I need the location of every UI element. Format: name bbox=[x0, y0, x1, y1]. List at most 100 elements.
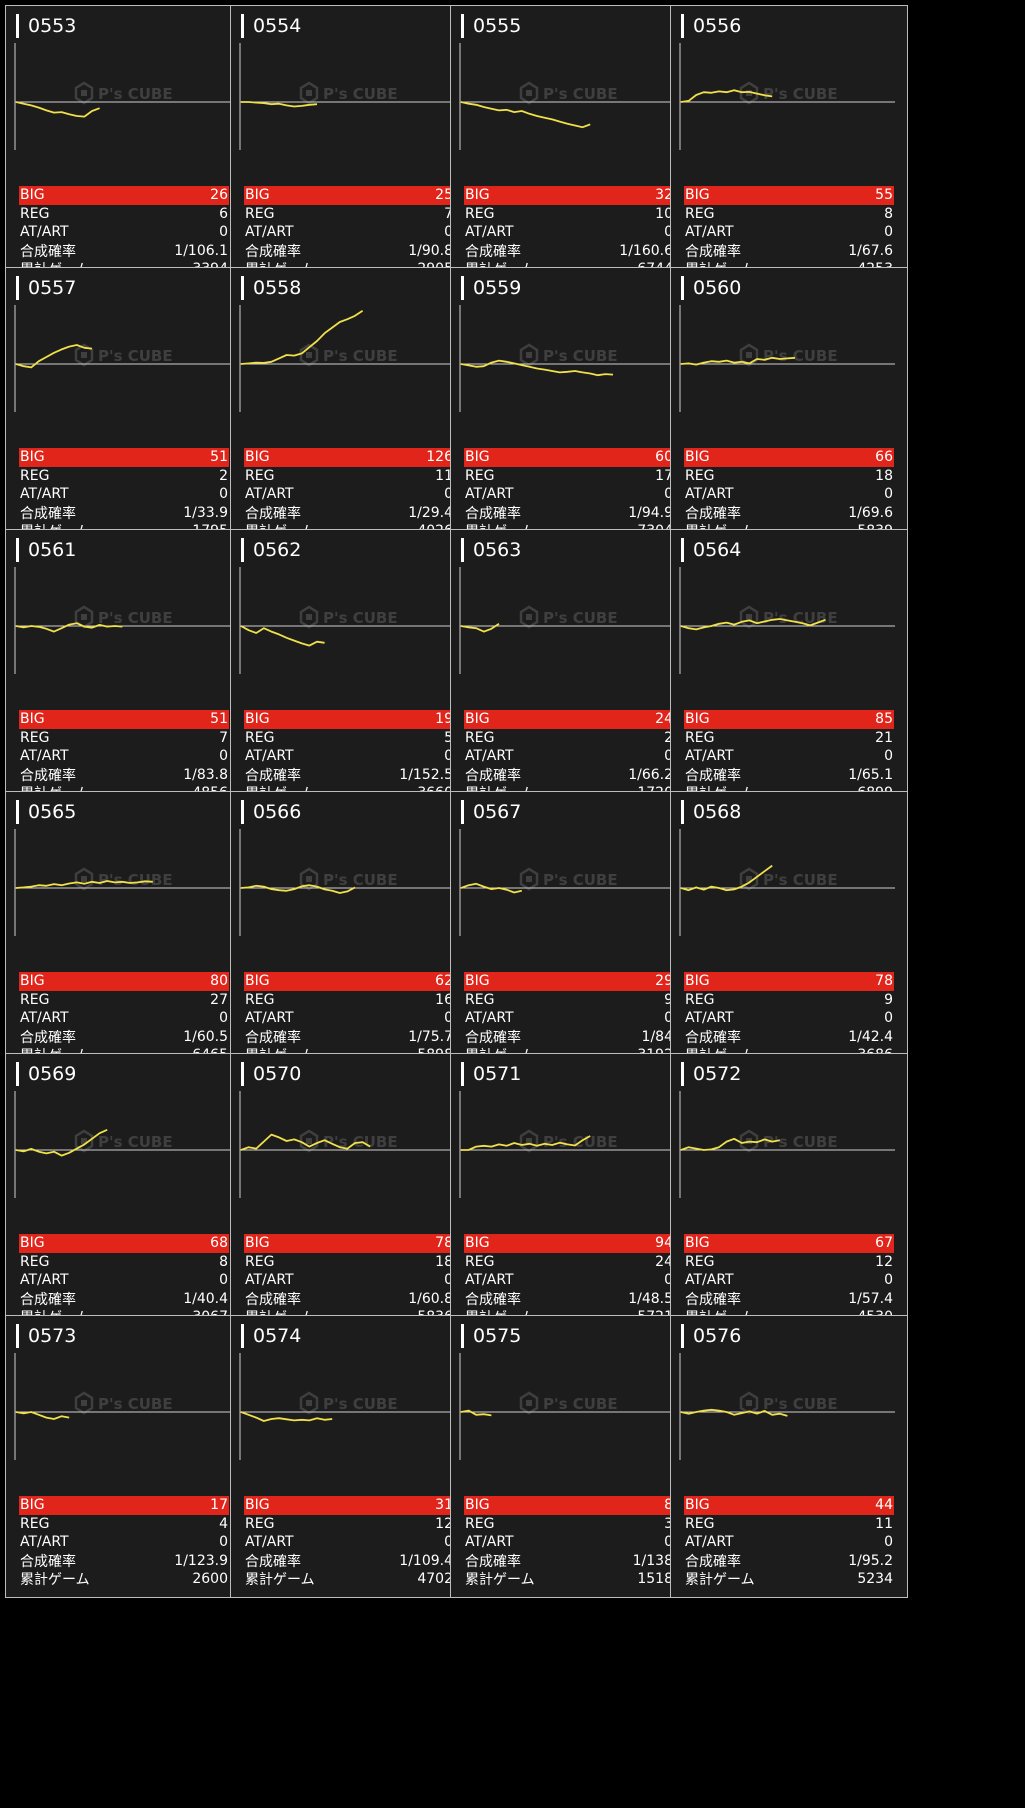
at-row: AT/ART 0 bbox=[19, 747, 229, 766]
machine-card[interactable]: 0553 P's CUBE BIG 26 REG 6 AT/ART 0 bbox=[5, 5, 243, 288]
reg-row: REG 24 bbox=[464, 1253, 674, 1272]
trend-chart: P's CUBE bbox=[459, 305, 675, 412]
machine-card[interactable]: 0570 P's CUBE BIG 78 REG 18 AT/ART 0 bbox=[230, 1053, 468, 1336]
at-label: AT/ART bbox=[245, 224, 294, 241]
big-label: BIG bbox=[465, 187, 490, 204]
machine-card[interactable]: 0566 P's CUBE BIG 62 REG 16 AT/ART 0 bbox=[230, 791, 468, 1074]
rate-row: 合成確率 1/42.4 bbox=[684, 1028, 894, 1047]
machine-card[interactable]: 0576 P's CUBE BIG 44 REG 11 AT/ART 0 bbox=[670, 1315, 908, 1598]
trend-chart: P's CUBE bbox=[14, 1353, 230, 1460]
games-row: 累計ゲーム 4702 bbox=[244, 1570, 454, 1589]
machine-card[interactable]: 0558 P's CUBE BIG 126 REG 11 AT/ART 0 bbox=[230, 267, 468, 550]
machine-card[interactable]: 0560 P's CUBE BIG 66 REG 18 AT/ART 0 bbox=[670, 267, 908, 550]
at-label: AT/ART bbox=[245, 1272, 294, 1289]
cube-logo-icon bbox=[74, 81, 94, 105]
rate-label: 合成確率 bbox=[245, 1553, 301, 1570]
reg-count: 27 bbox=[210, 991, 228, 1008]
at-label: AT/ART bbox=[685, 748, 734, 765]
big-label: BIG bbox=[465, 711, 490, 728]
big-row: BIG 26 bbox=[19, 186, 229, 205]
stats-table: BIG 60 REG 17 AT/ART 0 合成確率 1/94.9 累計ゲーム… bbox=[464, 448, 674, 541]
machine-card[interactable]: 0568 P's CUBE BIG 78 REG 9 AT/ART 0 bbox=[670, 791, 908, 1074]
rate-row: 合成確率 1/123.9 bbox=[19, 1552, 229, 1571]
reg-row: REG 9 bbox=[684, 991, 894, 1010]
big-row: BIG 80 bbox=[19, 972, 229, 991]
machine-card[interactable]: 0561 P's CUBE BIG 51 REG 7 AT/ART 0 bbox=[5, 529, 243, 812]
machine-card[interactable]: 0567 P's CUBE BIG 29 REG 9 AT/ART 0 bbox=[450, 791, 688, 1074]
big-label: BIG bbox=[20, 1235, 45, 1252]
watermark-text: P's CUBE bbox=[98, 609, 173, 627]
big-row: BIG 78 bbox=[684, 972, 894, 991]
big-count: 8 bbox=[664, 1497, 673, 1514]
reg-row: REG 11 bbox=[684, 1515, 894, 1534]
cube-logo-icon bbox=[74, 1129, 94, 1153]
at-row: AT/ART 0 bbox=[244, 1009, 454, 1028]
big-label: BIG bbox=[245, 187, 270, 204]
watermark-text: P's CUBE bbox=[323, 871, 398, 889]
big-row: BIG 78 bbox=[244, 1234, 454, 1253]
games-count: 2600 bbox=[192, 1571, 228, 1588]
trend-line bbox=[15, 880, 153, 889]
at-row: AT/ART 0 bbox=[684, 485, 894, 504]
at-row: AT/ART 0 bbox=[684, 1533, 894, 1552]
watermark-text: P's CUBE bbox=[763, 1133, 838, 1151]
stats-table: BIG 80 REG 27 AT/ART 0 合成確率 1/60.5 累計ゲーム… bbox=[19, 972, 229, 1065]
games-label: 累計ゲーム bbox=[465, 1572, 535, 1589]
rate-label: 合成確率 bbox=[20, 1029, 76, 1046]
trend-line bbox=[240, 625, 325, 647]
machine-card[interactable]: 0565 P's CUBE BIG 80 REG 27 AT/ART 0 bbox=[5, 791, 243, 1074]
machine-card[interactable]: 0555 P's CUBE BIG 32 REG 10 AT/ART 0 bbox=[450, 5, 688, 288]
machine-card[interactable]: 0572 P's CUBE BIG 67 REG 12 AT/ART 0 bbox=[670, 1053, 908, 1336]
trend-line bbox=[240, 884, 356, 894]
big-count: 32 bbox=[655, 187, 673, 204]
at-row: AT/ART 0 bbox=[684, 223, 894, 242]
big-row: BIG 85 bbox=[684, 710, 894, 729]
rate-value: 1/160.6 bbox=[619, 242, 673, 259]
rate-label: 合成確率 bbox=[685, 1291, 741, 1308]
reg-label: REG bbox=[465, 991, 495, 1008]
stats-table: BIG 51 REG 7 AT/ART 0 合成確率 1/83.8 累計ゲーム … bbox=[19, 710, 229, 803]
reg-row: REG 18 bbox=[244, 1253, 454, 1272]
rate-value: 1/42.4 bbox=[848, 1028, 893, 1045]
trend-chart: P's CUBE bbox=[239, 1091, 455, 1198]
reg-label: REG bbox=[20, 467, 50, 484]
big-count: 55 bbox=[875, 187, 893, 204]
reg-count: 9 bbox=[664, 991, 673, 1008]
watermark-text: P's CUBE bbox=[763, 609, 838, 627]
reg-row: REG 7 bbox=[244, 205, 454, 224]
at-label: AT/ART bbox=[465, 224, 514, 241]
reg-row: REG 9 bbox=[464, 991, 674, 1010]
machine-card[interactable]: 0574 P's CUBE BIG 31 REG 12 AT/ART 0 bbox=[230, 1315, 468, 1598]
big-row: BIG 60 bbox=[464, 448, 674, 467]
games-count: 4702 bbox=[417, 1571, 453, 1588]
rate-value: 1/106.1 bbox=[174, 242, 228, 259]
machine-number: 0571 bbox=[461, 1062, 521, 1086]
reg-count: 17 bbox=[655, 467, 673, 484]
machine-card[interactable]: 0554 P's CUBE BIG 25 REG 7 AT/ART 0 bbox=[230, 5, 468, 288]
machine-number: 0560 bbox=[681, 276, 741, 300]
machine-card[interactable]: 0573 P's CUBE BIG 17 REG 4 AT/ART 0 bbox=[5, 1315, 243, 1598]
machine-number: 0574 bbox=[241, 1324, 301, 1348]
big-count: 31 bbox=[435, 1497, 453, 1514]
cube-logo-icon bbox=[519, 1391, 539, 1415]
machine-card[interactable]: 0562 P's CUBE BIG 19 REG 5 AT/ART 0 bbox=[230, 529, 468, 812]
at-count: 0 bbox=[884, 1010, 893, 1027]
at-row: AT/ART 0 bbox=[244, 747, 454, 766]
games-label: 累計ゲーム bbox=[20, 1572, 90, 1589]
machine-card[interactable]: 0575 P's CUBE BIG 8 REG 3 AT/ART 0 bbox=[450, 1315, 688, 1598]
at-count: 0 bbox=[664, 748, 673, 765]
machine-card[interactable]: 0559 P's CUBE BIG 60 REG 17 AT/ART 0 bbox=[450, 267, 688, 550]
cube-logo-icon bbox=[299, 605, 319, 629]
machine-card[interactable]: 0563 P's CUBE BIG 24 REG 2 AT/ART 0 bbox=[450, 529, 688, 812]
machine-card[interactable]: 0569 P's CUBE BIG 68 REG 8 AT/ART 0 bbox=[5, 1053, 243, 1336]
machine-number: 0564 bbox=[681, 538, 741, 562]
machine-card[interactable]: 0556 P's CUBE BIG 55 REG 8 AT/ART 0 bbox=[670, 5, 908, 288]
rate-value: 1/60.5 bbox=[183, 1028, 228, 1045]
machine-card[interactable]: 0564 P's CUBE BIG 85 REG 21 AT/ART 0 bbox=[670, 529, 908, 812]
machine-card[interactable]: 0557 P's CUBE BIG 51 REG 2 AT/ART 0 bbox=[5, 267, 243, 550]
trend-line bbox=[460, 1409, 492, 1417]
reg-row: REG 16 bbox=[244, 991, 454, 1010]
trend-line bbox=[680, 864, 773, 892]
machine-card[interactable]: 0571 P's CUBE BIG 94 REG 24 AT/ART 0 bbox=[450, 1053, 688, 1336]
trend-line bbox=[15, 1411, 70, 1420]
